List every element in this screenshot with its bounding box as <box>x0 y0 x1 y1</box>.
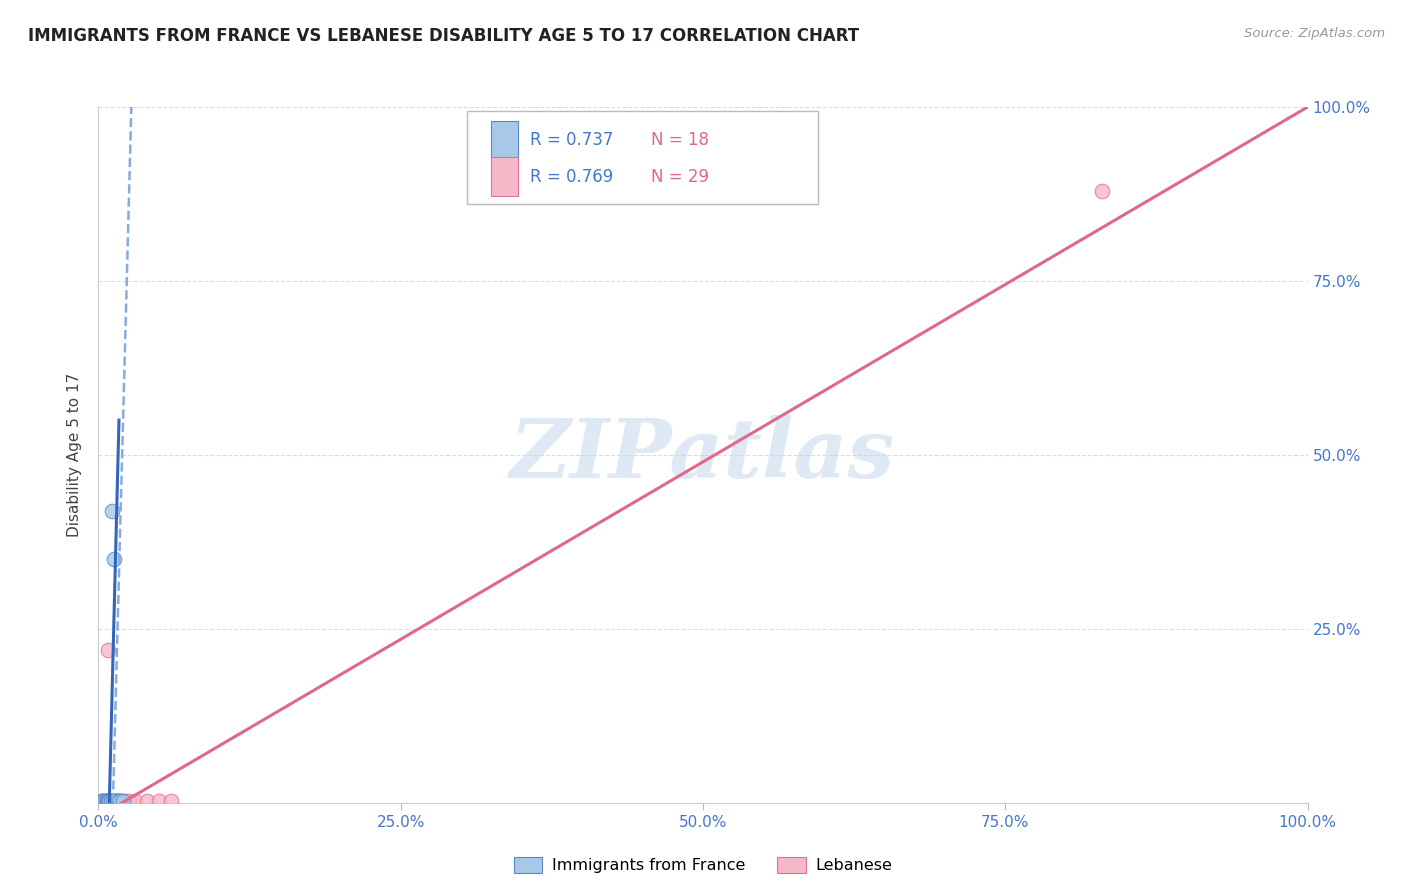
Point <box>98 794 121 808</box>
Point <box>93 794 115 808</box>
Point <box>104 794 127 808</box>
Point <box>98 794 121 808</box>
Point <box>98 794 121 808</box>
Point <box>91 794 114 808</box>
Point <box>97 794 120 808</box>
Point <box>100 794 122 808</box>
Point <box>110 794 132 808</box>
Point <box>107 794 129 808</box>
Point <box>105 794 128 808</box>
Text: IMMIGRANTS FROM FRANCE VS LEBANESE DISABILITY AGE 5 TO 17 CORRELATION CHART: IMMIGRANTS FROM FRANCE VS LEBANESE DISAB… <box>28 27 859 45</box>
Point <box>111 794 134 808</box>
Point <box>93 794 115 808</box>
Point <box>97 794 120 808</box>
Point <box>108 794 131 808</box>
Point <box>100 503 122 517</box>
Point <box>98 794 121 808</box>
Point <box>107 794 129 808</box>
Point <box>148 794 170 808</box>
Point <box>135 794 157 808</box>
Text: N = 18: N = 18 <box>651 131 709 149</box>
Point <box>101 794 124 808</box>
Point <box>97 642 120 657</box>
Point <box>100 794 122 808</box>
Point <box>96 794 118 808</box>
Text: Source: ZipAtlas.com: Source: ZipAtlas.com <box>1244 27 1385 40</box>
Text: ZIPatlas: ZIPatlas <box>510 415 896 495</box>
Point <box>103 552 125 566</box>
Point <box>90 794 112 808</box>
Point <box>94 794 117 808</box>
Point <box>94 794 117 808</box>
Point <box>108 794 131 808</box>
FancyBboxPatch shape <box>492 158 517 195</box>
Text: R = 0.769: R = 0.769 <box>530 168 613 186</box>
Point <box>96 794 118 808</box>
Point <box>101 794 124 808</box>
Point <box>1091 184 1114 198</box>
Y-axis label: Disability Age 5 to 17: Disability Age 5 to 17 <box>67 373 83 537</box>
Point <box>111 794 134 808</box>
Point <box>104 794 127 808</box>
Point <box>96 794 118 808</box>
Point <box>103 794 125 808</box>
Point <box>124 794 146 808</box>
Point <box>114 794 136 808</box>
Point <box>93 794 115 808</box>
Point <box>91 794 114 808</box>
Point <box>118 794 141 808</box>
Point <box>100 794 122 808</box>
FancyBboxPatch shape <box>492 120 517 159</box>
Point <box>100 794 122 808</box>
Text: R = 0.737: R = 0.737 <box>530 131 613 149</box>
Point <box>105 794 128 808</box>
Point <box>108 794 131 808</box>
Legend: Immigrants from France, Lebanese: Immigrants from France, Lebanese <box>508 850 898 880</box>
Point <box>91 794 114 808</box>
Text: N = 29: N = 29 <box>651 168 709 186</box>
FancyBboxPatch shape <box>467 111 818 204</box>
Point <box>160 794 183 808</box>
